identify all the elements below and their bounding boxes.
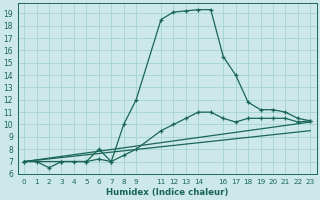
X-axis label: Humidex (Indice chaleur): Humidex (Indice chaleur) (106, 188, 228, 197)
